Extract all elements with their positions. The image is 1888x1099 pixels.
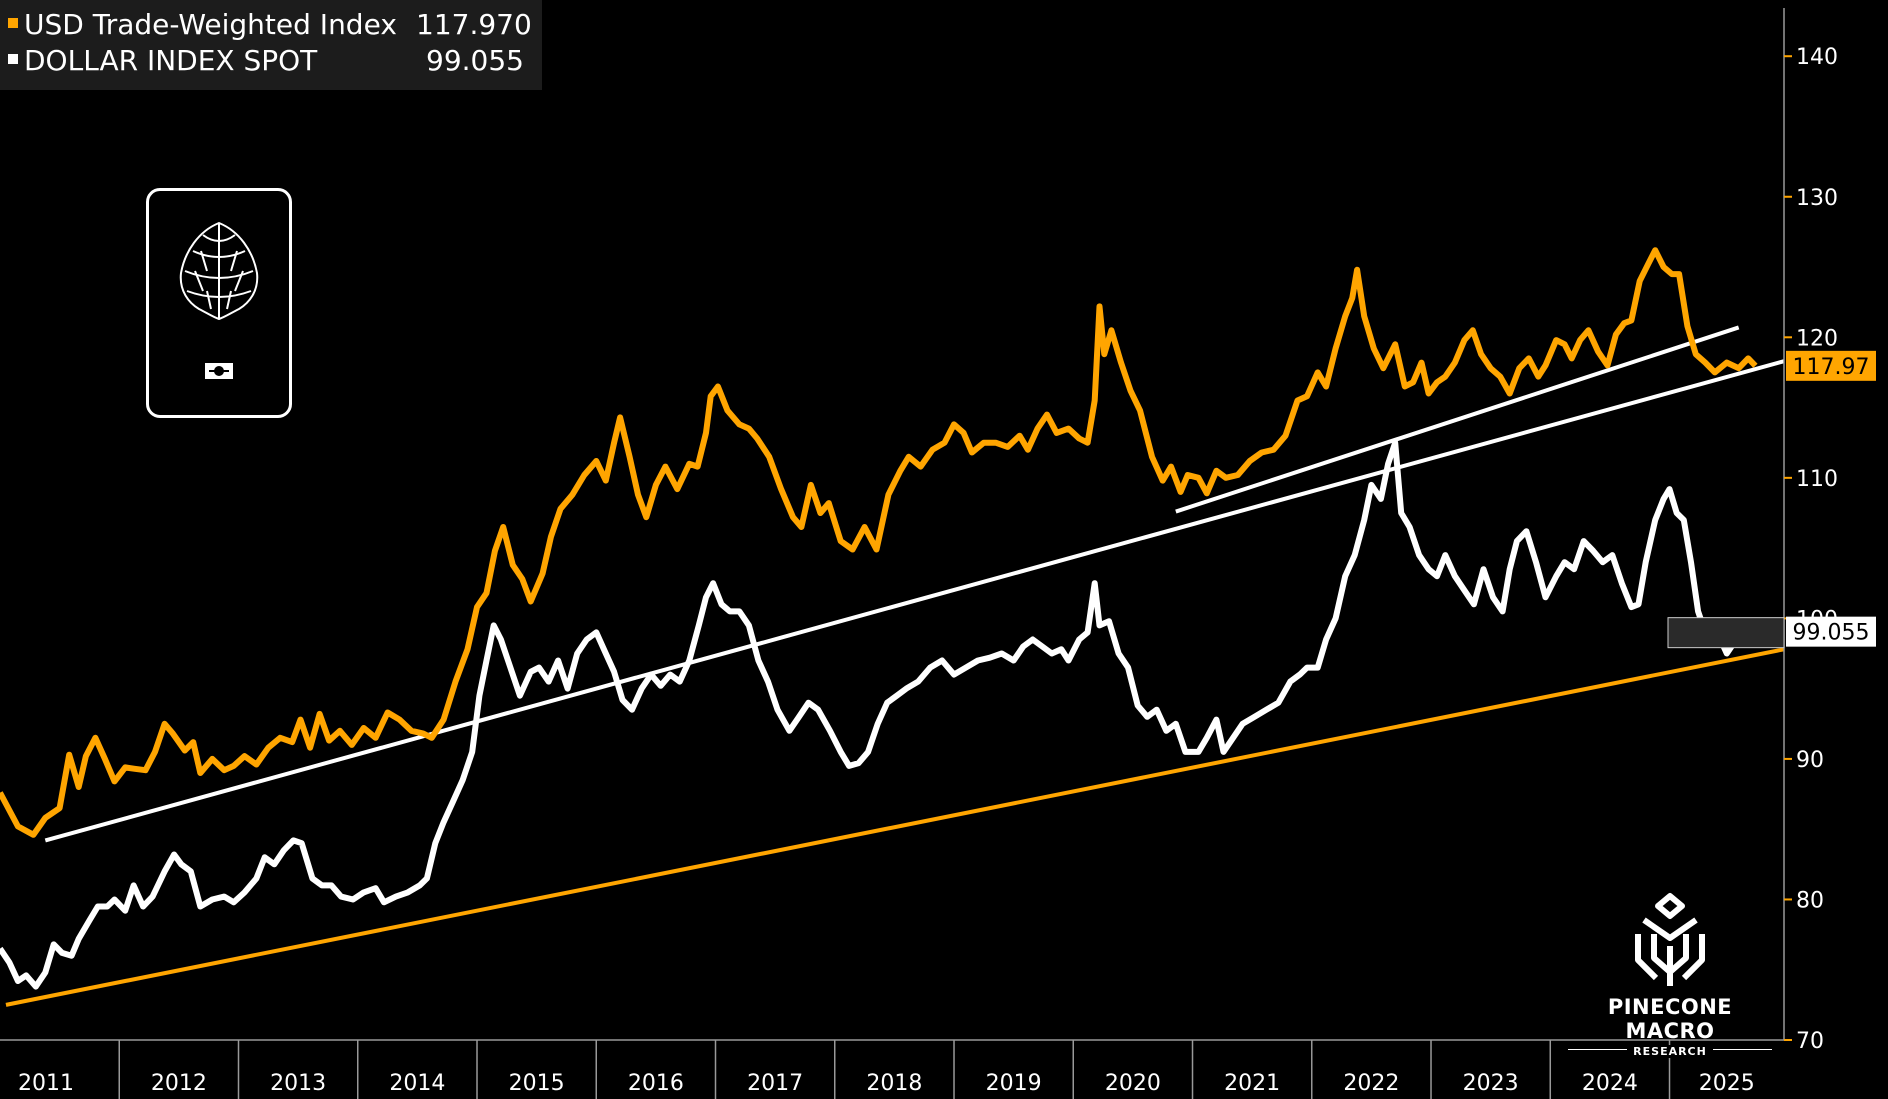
series-lines [0,247,1759,990]
pinecone-macro-logo-icon [1635,893,1705,986]
x-tick-label: 2011 [18,1071,74,1096]
series-line-dollar-index [0,439,1759,990]
brand-name: PINECONE MACRO [1607,995,1733,1043]
trendline-2 [1175,325,1740,514]
legend-item-trade-weighted: USD Trade-Weighted Index 117.970 [8,8,532,41]
trendline-1 [44,359,1785,843]
x-tick-label: 2023 [1463,1071,1519,1096]
pinecone-icon [179,221,259,379]
series-line-trade-weighted [0,247,1758,838]
last-value-label-trade-weighted-bg [1786,350,1876,381]
y-tick-label: 140 [1796,45,1838,70]
brand-subtitle: RESEARCH [1627,1045,1713,1058]
y-tick-label: 80 [1796,888,1824,913]
x-tick-label: 2022 [1343,1071,1399,1096]
y-tick-label: 130 [1796,186,1838,211]
last-value-label-trade-weighted: 117.97 [1786,350,1876,381]
trendlines [5,325,1785,1007]
legend-item-dollar-index: DOLLAR INDEX SPOT 99.055 [8,44,524,77]
legend-series2-value: 99.055 [426,44,524,77]
legend-swatch-white [8,54,18,64]
legend-series1-value: 117.970 [416,8,532,41]
x-tick-label: 2013 [270,1071,326,1096]
brand-watermark: PINECONE MACRO RESEARCH [1560,890,1780,1058]
x-tick-label: 2017 [747,1071,803,1096]
last-value-label-dollar-index-bg [1786,616,1876,647]
x-tick-label: 2018 [866,1071,922,1096]
x-tick-label: 2020 [1105,1071,1161,1096]
y-tick-label: 120 [1796,326,1838,351]
pinecone-logo-card [146,188,292,418]
x-tick-label: 2016 [628,1071,684,1096]
x-tick-label: 2025 [1699,1071,1755,1096]
x-tick-label: 2015 [509,1071,565,1096]
last-value-label-trade-weighted-text: 117.97 [1793,355,1870,380]
x-tick-label: 2024 [1582,1071,1638,1096]
last-value-label-dollar-index-text: 99.055 [1793,621,1870,646]
x-tick-label: 2014 [389,1071,445,1096]
y-tick-label: 70 [1796,1029,1824,1054]
legend-series2-name: DOLLAR INDEX SPOT [24,44,318,77]
brand-sub: RESEARCH [1560,1045,1780,1058]
axes: 1401301201101009080702011201220132014201… [0,8,1838,1099]
trendline-0 [5,647,1785,1007]
y-tick-label: 110 [1796,467,1838,492]
dollar-index-highlight-box [1667,617,1785,649]
last-value-label-dollar-index: 99.055 [1786,616,1876,647]
last-value-labels: 117.97 99.055 [1667,350,1876,649]
y-tick-label: 90 [1796,748,1824,773]
legend-swatch-orange [8,18,18,28]
legend: USD Trade-Weighted Index 117.970 DOLLAR I… [0,0,542,90]
legend-series1-name: USD Trade-Weighted Index [24,8,397,41]
x-tick-label: 2021 [1224,1071,1280,1096]
x-tick-label: 2019 [986,1071,1042,1096]
x-tick-label: 2012 [151,1071,207,1096]
